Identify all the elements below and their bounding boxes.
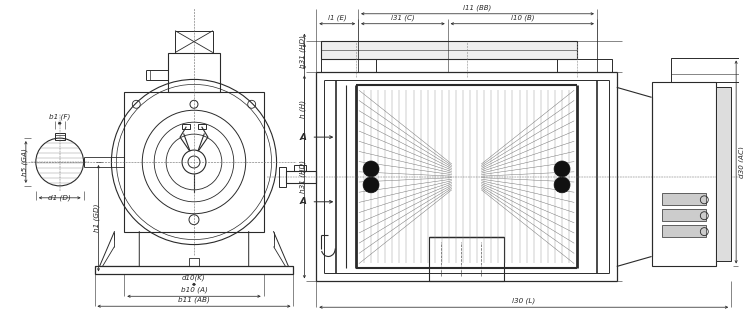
Text: b1 (F): b1 (F) bbox=[49, 114, 71, 120]
Bar bbox=[124, 92, 264, 232]
Bar bbox=[198, 124, 206, 129]
Text: A: A bbox=[299, 197, 306, 206]
Text: d1 (D): d1 (D) bbox=[48, 195, 71, 201]
Circle shape bbox=[363, 161, 379, 177]
Bar bbox=[287, 171, 317, 183]
Bar bbox=[652, 83, 716, 267]
Bar bbox=[279, 167, 287, 187]
Bar bbox=[175, 31, 213, 52]
Bar bbox=[661, 193, 707, 205]
Text: h1 (GD): h1 (GD) bbox=[94, 204, 100, 232]
Circle shape bbox=[363, 177, 379, 193]
Text: b10 (A): b10 (A) bbox=[181, 287, 207, 293]
Bar bbox=[557, 59, 611, 72]
Bar bbox=[321, 41, 577, 59]
Text: A: A bbox=[299, 132, 306, 142]
Bar bbox=[716, 87, 731, 261]
Bar bbox=[321, 59, 376, 72]
Text: l30 (L): l30 (L) bbox=[512, 298, 536, 304]
Bar bbox=[168, 52, 220, 92]
Text: h (H): h (H) bbox=[300, 100, 306, 118]
Bar bbox=[294, 165, 306, 171]
Text: l10 (B): l10 (B) bbox=[510, 14, 534, 21]
Bar bbox=[189, 259, 199, 267]
Text: d30 (AC): d30 (AC) bbox=[738, 146, 743, 178]
Text: l31 (C): l31 (C) bbox=[391, 14, 415, 21]
Bar bbox=[182, 124, 190, 129]
Text: d10(K): d10(K) bbox=[182, 275, 206, 281]
Text: l11 (BB): l11 (BB) bbox=[464, 4, 492, 11]
Bar bbox=[429, 236, 504, 281]
Text: l1 (E): l1 (E) bbox=[328, 14, 346, 21]
Bar bbox=[94, 267, 293, 275]
Bar bbox=[661, 225, 707, 236]
Circle shape bbox=[554, 177, 570, 193]
Text: h31 (HD): h31 (HD) bbox=[300, 160, 306, 193]
Circle shape bbox=[554, 161, 570, 177]
Text: h31 (HD): h31 (HD) bbox=[300, 35, 306, 68]
Text: b11 (AB): b11 (AB) bbox=[178, 297, 210, 303]
Text: h5 (GA): h5 (GA) bbox=[22, 148, 27, 176]
Bar bbox=[672, 58, 743, 83]
Bar bbox=[661, 209, 707, 221]
Bar bbox=[55, 133, 65, 140]
